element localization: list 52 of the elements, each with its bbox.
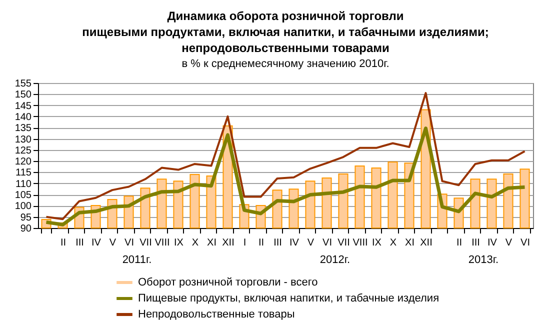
legend-label: Пищевые продукты, включая напитки, и табачные изделия: [138, 292, 440, 304]
y-tick-label: 140: [14, 112, 32, 123]
x-tick-label: VI: [322, 238, 332, 248]
x-tick-label: III: [472, 238, 480, 248]
x-tick-label: IV: [92, 238, 102, 248]
text: Динамика оборота розничной торговли: [167, 9, 404, 23]
y-tick-label: 115: [16, 168, 32, 179]
text: 2013г.: [468, 254, 499, 266]
text: пищевыми продуктами, включая напитки, и табачными изделиями;: [82, 25, 489, 39]
x-tick-label: VI: [520, 238, 530, 248]
x-tick-label: X: [192, 238, 199, 248]
x-tick-label: XI: [207, 238, 216, 248]
x-tick-label: III: [76, 238, 84, 248]
y-tick-label: 150: [14, 90, 32, 101]
chart-subtitle: в % к среднемесячному значению 2010г.: [182, 58, 390, 70]
x-tick-label: IV: [488, 238, 498, 248]
y-tick-label: 155: [14, 78, 32, 90]
x-tick-label: XI: [405, 238, 414, 248]
x-tick-label: IV: [290, 238, 300, 248]
x-tick-label: XII: [222, 238, 234, 248]
y-tick-label: 130: [14, 134, 32, 146]
x-tick-label: V: [109, 238, 116, 248]
x-tick-label: X: [390, 238, 397, 248]
x-tick-label: V: [307, 238, 314, 248]
text: 2012г.: [320, 254, 350, 266]
x-tick-label: III: [274, 238, 282, 248]
legend-label: Оборот розничной торговли - всего: [138, 276, 318, 288]
y-tick-label: 90: [20, 224, 32, 234]
y-tick-label: 145: [14, 100, 32, 112]
x-tick-label: II: [456, 238, 462, 248]
x-tick-label: VIII: [154, 238, 170, 248]
x-tick-label: VII: [140, 238, 152, 248]
y-tick-label: 125: [14, 145, 32, 156]
y-tick-label: 110: [16, 178, 32, 190]
x-tick-label: VI: [124, 238, 134, 248]
y-tick-label: 120: [14, 156, 32, 168]
text: непродовольственными товарами: [182, 41, 390, 55]
y-tick-label: 95: [20, 212, 32, 224]
text: 2011г.: [122, 254, 152, 266]
x-tick-label: IX: [372, 238, 382, 248]
x-tick-label: VIII: [352, 238, 368, 248]
x-tick-label: I: [243, 238, 246, 248]
y-tick-label: 135: [14, 123, 32, 134]
x-tick-label: II: [258, 238, 264, 248]
x-tick-label: V: [505, 238, 512, 248]
x-tick-label: XII: [420, 238, 432, 248]
y-tick-label: 105: [14, 190, 32, 202]
x-tick-label: IX: [174, 238, 184, 248]
y-tick-label: 100: [14, 201, 32, 212]
x-tick-label: II: [60, 238, 66, 248]
legend-label: Непродовольственные товары: [138, 308, 295, 320]
x-tick-label: VII: [338, 238, 350, 248]
